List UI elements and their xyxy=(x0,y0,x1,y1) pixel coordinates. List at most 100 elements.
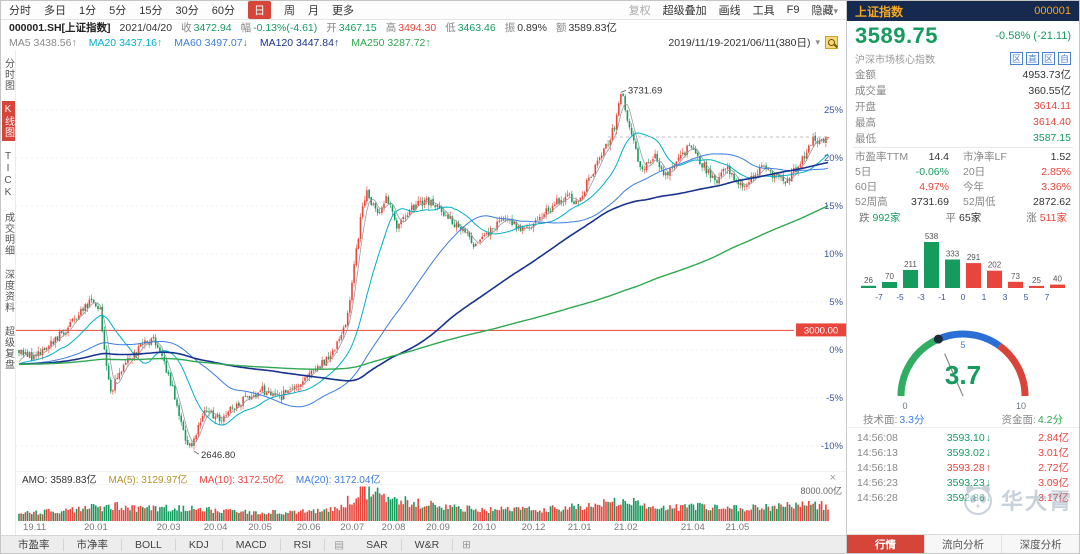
svg-text:26: 26 xyxy=(864,276,873,285)
x-axis-label: 19.11 xyxy=(23,522,47,533)
x-axis-label: 20.12 xyxy=(521,522,546,533)
period-30min[interactable]: 30分 xyxy=(175,5,199,17)
tab-pb-ratio[interactable]: 市净率 xyxy=(64,538,122,551)
tab-sar[interactable]: SAR xyxy=(353,538,402,551)
svg-text:15%: 15% xyxy=(824,201,844,212)
svg-text:7: 7 xyxy=(1045,292,1050,302)
sidebar-item-trade-detail[interactable]: 成交明细 xyxy=(2,212,14,256)
change-field: 幅 -0.13%(-4.61) xyxy=(240,22,318,34)
ma120-legend: MA120 3447.84↑ xyxy=(259,36,340,49)
period-1min[interactable]: 1分 xyxy=(79,5,97,17)
tick-row[interactable]: 14:56:08 3593.10↓ 2.84亿 xyxy=(857,431,1069,445)
volume-chart[interactable]: 8000.00亿 xyxy=(16,485,846,522)
x-axis-label: 20.06 xyxy=(296,522,321,533)
svg-text:5: 5 xyxy=(1024,292,1029,302)
amplitude-field: 振 0.89% xyxy=(504,22,547,34)
quote-info-bar: 000001.SH[上证指数] 2021/04/20 收 3472.94 幅 -0.… xyxy=(1,20,846,35)
stat-volume: 成交量 360.55亿 xyxy=(855,84,1071,97)
x-axis-label: 21.02 xyxy=(613,522,638,533)
svg-text:8000.00亿: 8000.00亿 xyxy=(800,485,842,496)
badge-icon-3[interactable]: 区 xyxy=(1042,51,1055,65)
caret-down-icon[interactable]: ▾ xyxy=(815,37,820,47)
badge-icon-4[interactable]: 自 xyxy=(1058,51,1071,65)
period-weekly[interactable]: 周 xyxy=(284,5,295,17)
svg-text:25%: 25% xyxy=(824,105,844,116)
low-field: 低 3463.46 xyxy=(445,22,496,34)
close-icon[interactable]: × xyxy=(829,472,836,484)
period-15min[interactable]: 15分 xyxy=(139,5,163,17)
x-axis-label: 20.03 xyxy=(156,522,181,533)
volume-legend-bar: AMO: 3589.83亿 MA(5): 3129.97亿 MA(10): 31… xyxy=(16,471,846,486)
x-axis-label: 20.10 xyxy=(472,522,497,533)
badge-icon-2[interactable]: 直 xyxy=(1026,51,1039,65)
super-overlay-button[interactable]: 超级叠加 xyxy=(662,5,707,17)
tick-row[interactable]: 14:56:13 3593.02↓ 3.01亿 xyxy=(857,446,1069,460)
tab-boll[interactable]: BOLL xyxy=(122,538,176,551)
pair-52w: 52周高 3731.69 52周低 2872.62 xyxy=(855,195,1071,209)
period-intraday[interactable]: 分时 xyxy=(9,5,31,17)
tab-pe-ratio[interactable]: 市盈率 xyxy=(5,538,64,551)
badge-icon-1[interactable]: 区 xyxy=(1010,51,1023,65)
close-field: 收 3472.94 xyxy=(181,22,232,34)
svg-text:211: 211 xyxy=(904,260,917,269)
tick-row[interactable]: 14:56:23 3593.23↓ 3.09亿 xyxy=(857,476,1069,490)
period-more[interactable]: 更多 xyxy=(332,5,354,17)
svg-text:3000.00: 3000.00 xyxy=(804,325,838,336)
tab-macd[interactable]: MACD xyxy=(223,538,281,551)
f9-button[interactable]: F9 xyxy=(786,4,800,16)
tab-wr[interactable]: W&R xyxy=(402,538,454,551)
tab-flow-analysis[interactable]: 流向分析 xyxy=(925,535,1003,553)
sidebar-item-depth-info[interactable]: 深度资料 xyxy=(2,269,14,313)
period-60min[interactable]: 60分 xyxy=(211,5,235,17)
tab-rsi[interactable]: RSI xyxy=(281,538,326,551)
x-axis-label: 20.05 xyxy=(248,522,272,533)
period-daily[interactable]: 日 xyxy=(248,1,271,19)
sidebar-item-intraday-chart[interactable]: 分时图 xyxy=(2,58,14,91)
svg-text:-5%: -5% xyxy=(826,393,843,404)
period-5min[interactable]: 5分 xyxy=(109,5,127,17)
date-range-selector[interactable]: 2019/11/19-2021/06/11(380日) xyxy=(668,37,811,49)
adjust-price-button[interactable]: 复权 xyxy=(628,5,651,17)
gauge-footer: 技术面: 3.3分 资金面: 4.2分 xyxy=(847,412,1079,428)
svg-text:5: 5 xyxy=(960,340,965,350)
period-multiday[interactable]: 多日 xyxy=(44,5,66,17)
tab-kdj[interactable]: KDJ xyxy=(176,538,223,551)
subtitle-row: 沪深市场核心指数 区 直 区 自 xyxy=(847,50,1079,66)
x-axis-label: 20.07 xyxy=(340,522,365,533)
search-icon[interactable] xyxy=(825,36,838,49)
quote-panel: 上证指数 000001 3589.75 -0.58% (-21.11) 沪深市场… xyxy=(846,1,1079,553)
period-monthly[interactable]: 月 xyxy=(308,5,319,17)
svg-text:-3: -3 xyxy=(917,292,925,302)
ma60-legend: MA60 3497.07↓ xyxy=(174,36,248,49)
stat-high: 最高 3614.40 xyxy=(855,116,1071,129)
tools-button[interactable]: 工具 xyxy=(752,5,775,17)
sidebar-item-super-replay[interactable]: 超级复盘 xyxy=(2,326,14,370)
ma20-legend: MA20 3437.16↑ xyxy=(88,36,163,49)
tick-row[interactable]: 14:56:18 3593.28↑ 2.72亿 xyxy=(857,461,1069,475)
indicator-panel-icon[interactable]: ▤ xyxy=(334,538,345,551)
draw-line-button[interactable]: 画线 xyxy=(718,5,741,17)
sentiment-gauge: 0 10 5 3.7 xyxy=(853,304,1073,412)
tab-depth-analysis[interactable]: 深度分析 xyxy=(1019,538,1062,551)
x-axis: 19.11 20.01 20.03 20.04 20.05 20.06 20.07 20.08… xyxy=(16,522,846,535)
svg-text:0: 0 xyxy=(902,401,907,411)
hide-button[interactable]: 隐藏▾ xyxy=(811,5,838,17)
high-field: 高 3494.30 xyxy=(385,22,437,34)
market-breadth: 跌 992家 平 65家 涨 511家 xyxy=(859,211,1067,224)
tab-quotes[interactable]: 行情 xyxy=(847,535,925,553)
sidebar-item-kline-chart[interactable]: K线图 xyxy=(1,101,15,141)
indicator-grid-icon[interactable]: ⊞ xyxy=(462,538,471,551)
svg-text:291: 291 xyxy=(967,253,981,262)
tick-row[interactable]: 14:56:28 3592.86↓ 3.17亿 xyxy=(857,491,1069,505)
svg-text:73: 73 xyxy=(1011,272,1020,281)
svg-text:1: 1 xyxy=(982,292,987,302)
x-axis-label: 20.01 xyxy=(83,522,108,533)
ma250-legend: MA250 3287.72↑ xyxy=(351,36,431,49)
x-axis-label: 21.04 xyxy=(681,522,705,533)
chart-section: 分时 多日 1分 5分 15分 30分 60分 日 周 月 更多 复权 超级叠加… xyxy=(1,1,846,553)
kline-chart[interactable]: 3731.69 2646.80 25% 20% 15% 10% 5% 0% -5% -10% 300… xyxy=(16,50,846,471)
pair-60d-ytd: 60日 4.97% 今年 3.36% xyxy=(855,180,1071,194)
cursor-date: 2021/04/20 xyxy=(119,21,173,34)
sidebar-item-tick[interactable]: TICK xyxy=(2,151,14,199)
